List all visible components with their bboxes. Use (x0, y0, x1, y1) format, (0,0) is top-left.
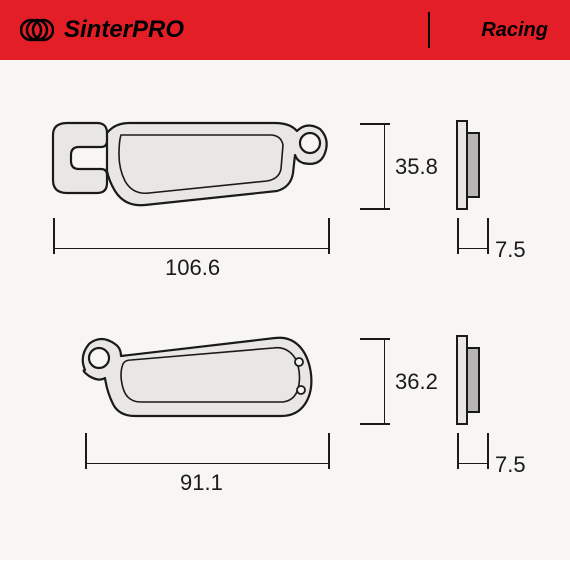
dim-line (457, 463, 488, 464)
dim-line (85, 463, 330, 464)
dim-line (384, 123, 385, 209)
bottom-pad-width: 91.1 (180, 470, 223, 496)
top-pad-front-view (45, 115, 330, 215)
technical-diagram: 106.6 35.8 7.5 91.1 36.2 7.5 (0, 60, 570, 560)
dim-line (457, 248, 488, 249)
bottom-pad-side-view (455, 330, 489, 430)
top-pad-width: 106.6 (165, 255, 220, 281)
header-bar: SinterPRO Racing (0, 0, 570, 60)
bottom-pad-height: 36.2 (395, 369, 438, 395)
dim-line (53, 248, 330, 249)
top-pad-height: 35.8 (395, 154, 438, 180)
product-category: Racing (481, 19, 548, 42)
bottom-pad-thickness: 7.5 (495, 452, 526, 478)
top-pad-side-view (455, 115, 489, 215)
dim-tick (360, 208, 390, 210)
dim-tick (360, 423, 390, 425)
header-divider (428, 12, 430, 48)
bottom-pad-front-view (75, 330, 330, 430)
dim-tick (360, 338, 390, 340)
brand-name: SinterPRO (64, 16, 184, 44)
top-pad-thickness: 7.5 (495, 237, 526, 263)
dim-line (384, 338, 385, 424)
brand-logo-icon (20, 16, 54, 44)
dim-tick (360, 123, 390, 125)
